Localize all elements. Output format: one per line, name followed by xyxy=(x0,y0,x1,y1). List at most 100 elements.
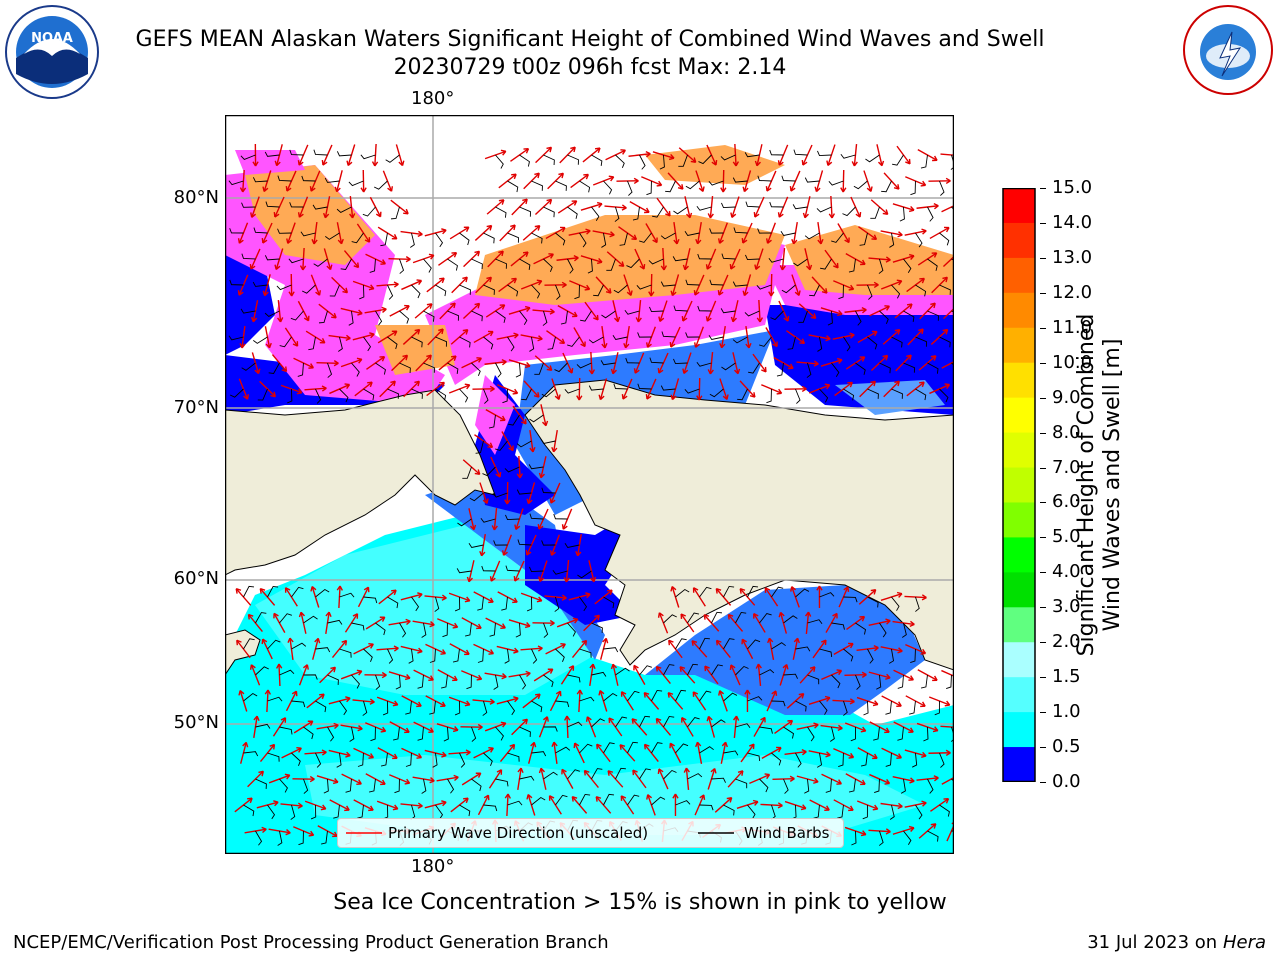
wind-barb xyxy=(663,715,675,728)
colorbar-segment xyxy=(1003,502,1035,538)
wind-barb xyxy=(627,180,633,196)
wind-barb xyxy=(699,690,712,702)
wind-barb xyxy=(325,232,340,240)
wind-barb xyxy=(321,830,328,845)
wave-arrow-head xyxy=(402,354,409,361)
wind-barb xyxy=(303,674,318,680)
wind-barb xyxy=(843,648,854,662)
wave-arrow-head xyxy=(369,698,375,705)
wave-arrow-head xyxy=(356,357,363,364)
wind-barb xyxy=(587,258,593,274)
colorbar-label-line1: Significant Height of Combined xyxy=(1074,313,1099,657)
wave-arrow xyxy=(298,196,309,218)
wave-arrow-head xyxy=(607,589,613,596)
wave-arrow-head xyxy=(942,276,948,283)
wave-arrow-head xyxy=(583,769,590,776)
wind-barb xyxy=(279,336,292,348)
wave-arrow-head xyxy=(571,795,578,802)
wave-arrow-head xyxy=(463,797,469,804)
wind-barb xyxy=(434,596,440,612)
wind-barb xyxy=(555,648,565,662)
wind-barb xyxy=(745,254,760,261)
wind-barb xyxy=(375,674,381,690)
wave-arrow-head xyxy=(416,701,422,708)
wind-barb xyxy=(229,279,244,286)
wind-barb xyxy=(579,696,595,702)
wind-barb xyxy=(867,284,873,300)
wave-arrow-head xyxy=(794,290,801,296)
wave-arrow-head xyxy=(357,725,363,732)
wave-arrow-head xyxy=(764,587,771,593)
wave-arrow-head xyxy=(572,311,578,318)
wave-arrow-head xyxy=(287,637,294,643)
wind-barb xyxy=(452,648,460,663)
wave-arrow-head xyxy=(249,664,256,670)
wave-arrow-head xyxy=(549,550,556,556)
wave-arrow-head xyxy=(813,777,819,784)
wave-arrow-head xyxy=(896,591,903,598)
wind-barb xyxy=(579,793,591,806)
wave-arrow xyxy=(365,253,386,265)
wind-barb xyxy=(639,665,652,676)
wind-barb xyxy=(529,336,535,352)
wave-arrow-head xyxy=(692,691,699,697)
wave-arrow-head xyxy=(836,779,842,785)
wave-arrow xyxy=(297,300,310,322)
wind-barb xyxy=(423,362,435,373)
wind-barb xyxy=(483,336,494,350)
colorbar-border xyxy=(1002,188,1036,782)
wind-barb xyxy=(732,336,748,344)
wind-barb xyxy=(493,540,508,546)
wave-arrow-head xyxy=(848,805,854,812)
wind-barb xyxy=(349,726,355,742)
wind-barb xyxy=(915,804,923,820)
wind-barb xyxy=(721,202,736,209)
wave-arrow-head xyxy=(573,255,579,262)
wind-barb xyxy=(267,639,281,650)
wave-arrow-head xyxy=(404,304,410,311)
wind-barb xyxy=(888,648,894,664)
wind-barb xyxy=(351,622,365,631)
wind-barb xyxy=(554,596,560,612)
wave-arrow-head xyxy=(429,777,435,784)
wind-barb xyxy=(603,793,615,806)
wind-barbs-legend-label: Wind Barbs xyxy=(744,824,830,842)
wind-barb xyxy=(362,700,368,716)
colorbar-tick-mark xyxy=(1040,188,1046,189)
wind-barb xyxy=(534,362,544,375)
wind-barb xyxy=(515,622,521,638)
wave-arrow-head xyxy=(524,361,531,369)
wind-barb xyxy=(920,154,928,169)
wind-barb xyxy=(483,388,489,404)
wind-barb xyxy=(447,258,458,271)
wind-barb xyxy=(804,177,820,183)
wind-barb xyxy=(540,439,556,444)
wind-barb xyxy=(910,180,916,196)
wind-barb xyxy=(482,700,488,716)
wind-barb xyxy=(939,336,951,348)
wind-barb xyxy=(362,206,376,217)
wave-arrow-head xyxy=(693,342,700,348)
wind-barb xyxy=(675,800,691,806)
wind-barb xyxy=(507,336,515,352)
wave-arrow-head xyxy=(414,380,420,387)
wind-barb xyxy=(255,778,267,789)
nws-logo xyxy=(1183,5,1273,95)
footer-right: 31 Jul 2023 on Hera xyxy=(1087,932,1266,953)
wave-arrow xyxy=(298,664,309,686)
wind-barb xyxy=(819,700,828,715)
wind-barb xyxy=(240,154,256,160)
wave-arrow-head xyxy=(535,693,541,700)
wind-barb xyxy=(457,518,472,527)
wave-arrow xyxy=(318,303,337,319)
wave-arrow-head xyxy=(525,549,532,556)
wave-arrow xyxy=(274,196,285,218)
wave-arrow-head xyxy=(522,198,528,205)
colorbar-tick-label: 4.0 xyxy=(1052,561,1081,583)
wave-arrow-head xyxy=(511,173,517,180)
wind-barb xyxy=(489,622,496,637)
wave-arrow-head xyxy=(598,394,605,401)
wave-arrow-head xyxy=(450,302,456,309)
wave-arrow-head xyxy=(921,751,927,758)
colorbar-tick-label: 1.5 xyxy=(1052,666,1081,688)
